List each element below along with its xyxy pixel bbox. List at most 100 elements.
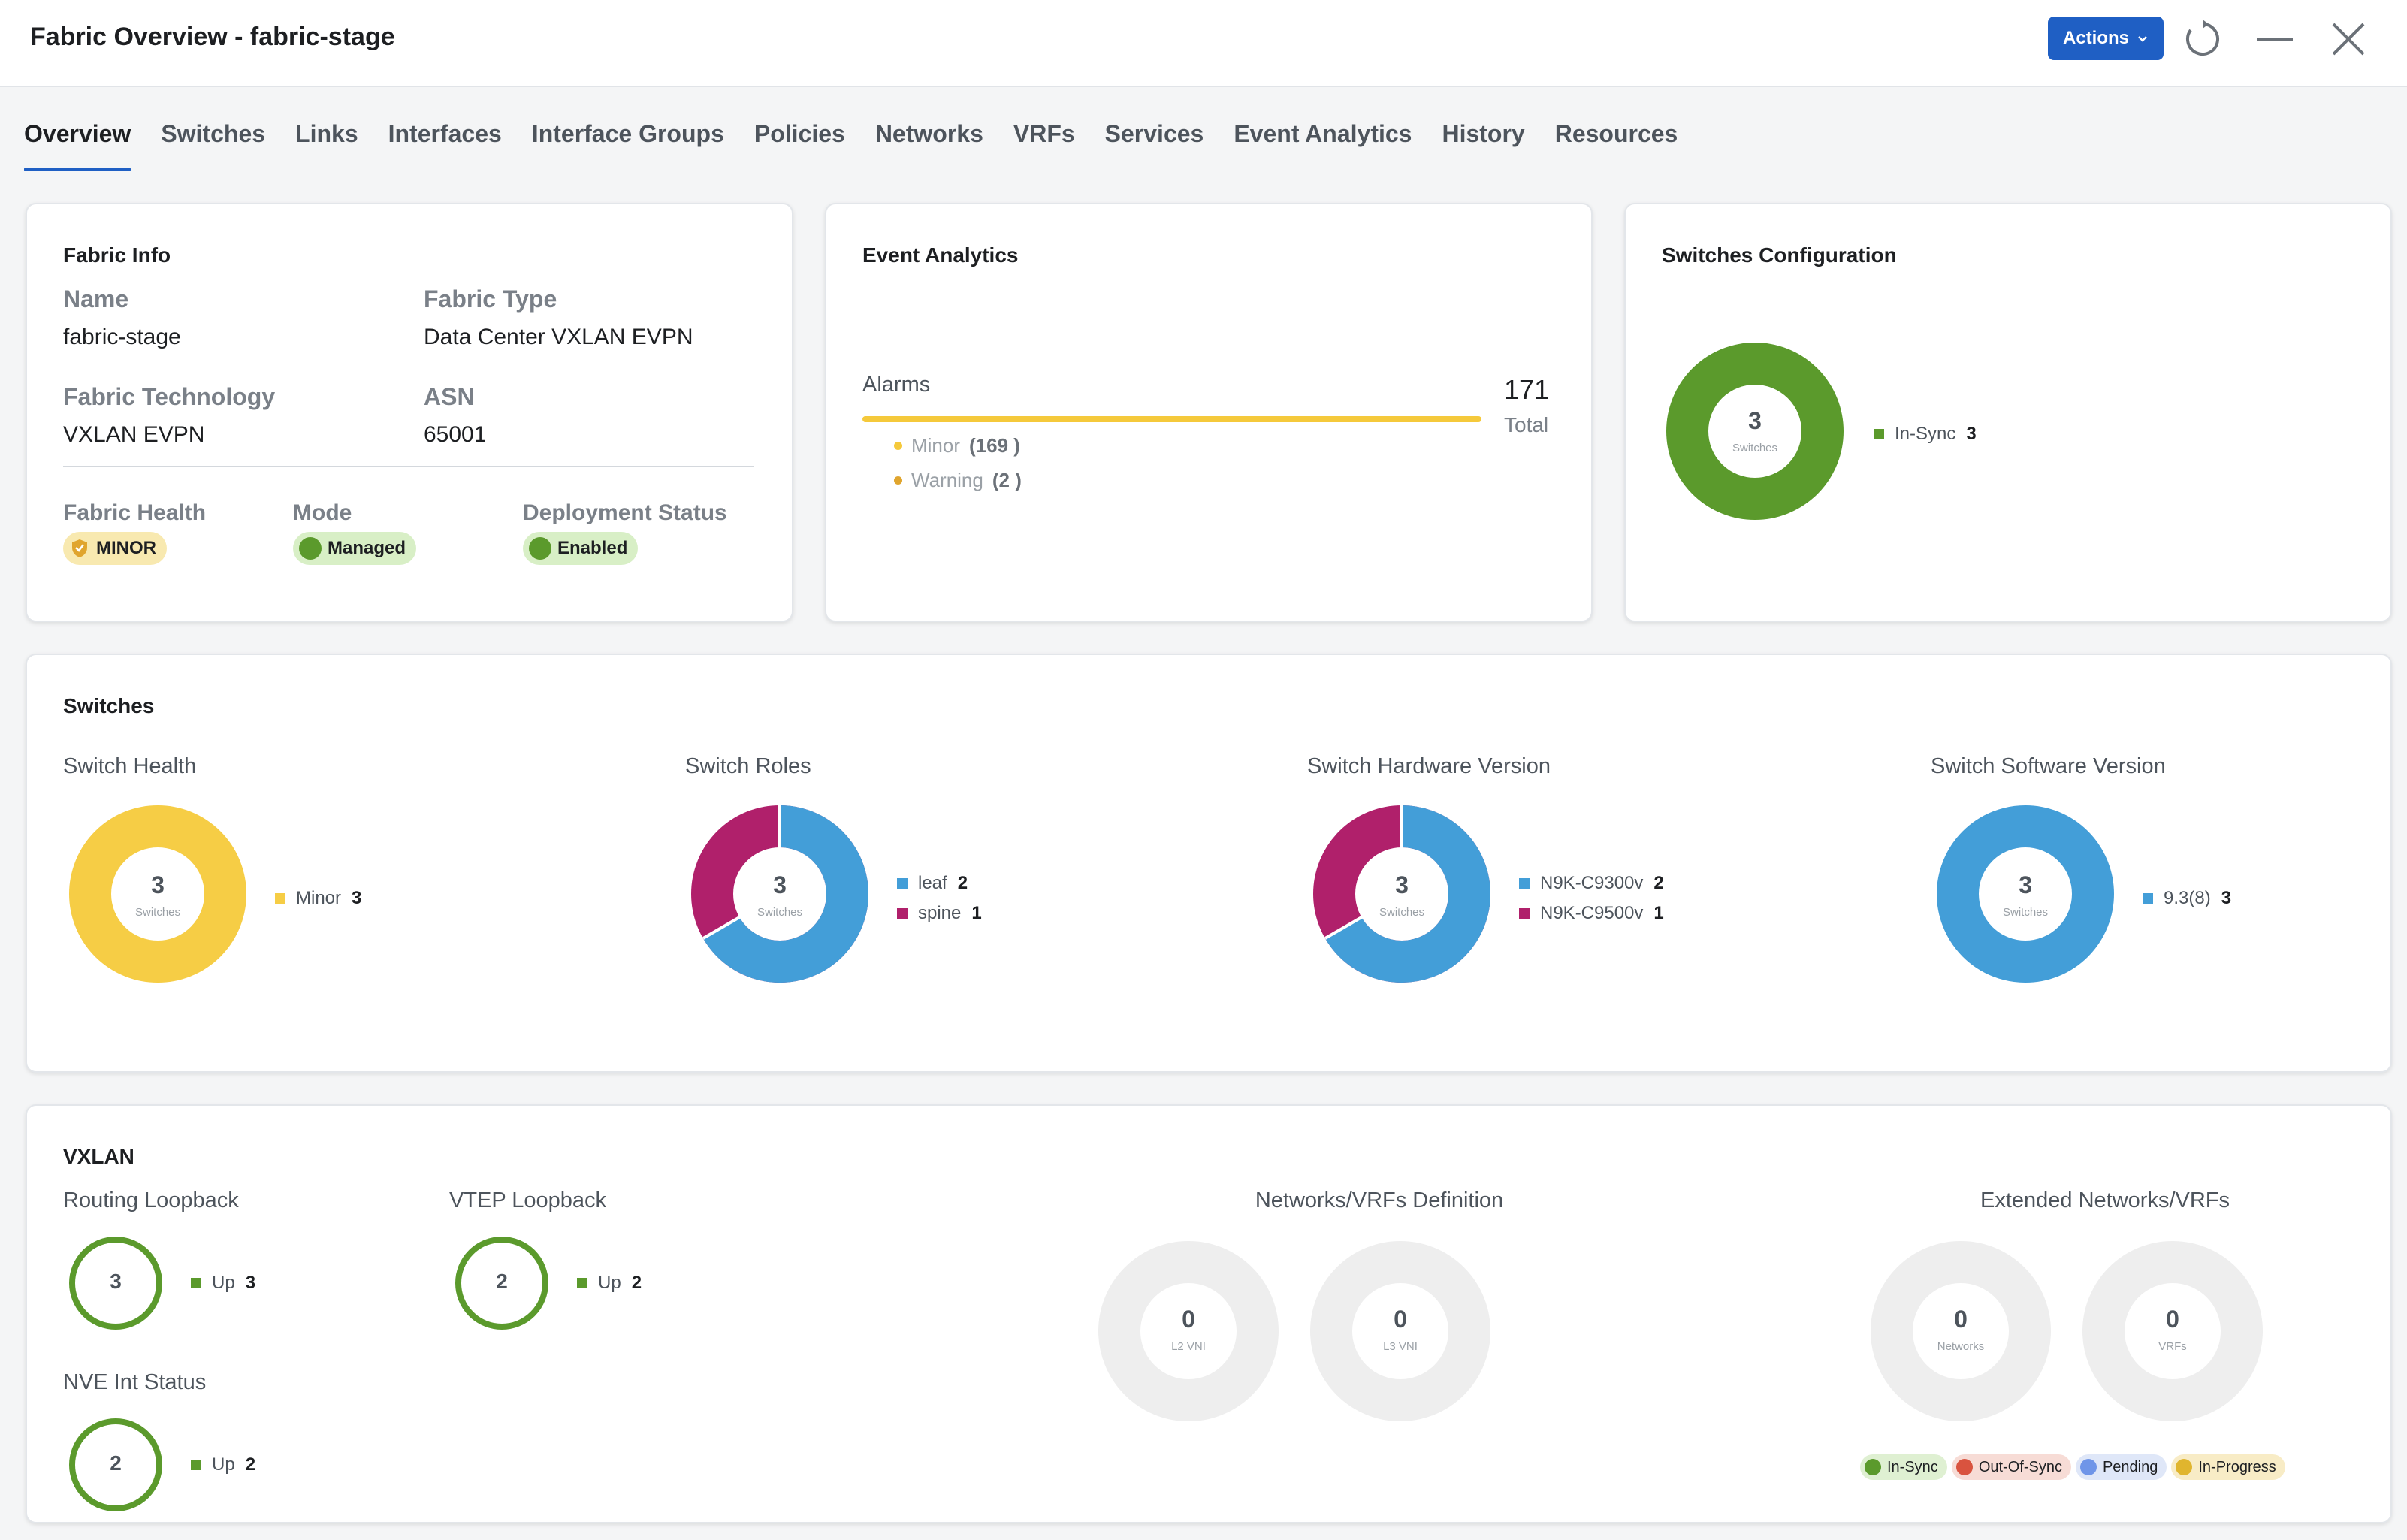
l3-vni-donut[interactable]: [1309, 1240, 1492, 1423]
networks-vrfs-definition-title: Networks/VRFs Definition: [1255, 1188, 1504, 1212]
fabric-health-label: Fabric Health: [63, 500, 207, 525]
switches-configuration-card: Switches Configuration 3 Switches In-Syn…: [1624, 203, 2392, 622]
switches-configuration-title: Switches Configuration: [1662, 243, 1897, 267]
fabric-info-card: Fabric Info Name fabric-stage Fabric Typ…: [26, 203, 793, 622]
tab-policies[interactable]: Policies: [754, 120, 845, 147]
vtep-loopback-title: VTEP Loopback: [449, 1188, 607, 1212]
switch-health-title: Switch Health: [63, 754, 197, 778]
actions-button[interactable]: Actions: [2048, 17, 2164, 60]
minor-legend-count: 3: [352, 888, 362, 908]
n9k-c9500v-legend[interactable]: N9K-C9500v 1: [1519, 903, 1664, 924]
close-icon[interactable]: [2326, 17, 2371, 62]
extended-vrfs-count: 0: [2166, 1306, 2179, 1333]
routing-loopback-center: 3: [78, 1271, 153, 1292]
in-sync-dot-icon: [1865, 1459, 1881, 1475]
leaf-legend-count: 2: [957, 873, 968, 893]
switch-health-center: 3 Switches: [120, 873, 195, 919]
routing-loopback-ring[interactable]: [68, 1235, 164, 1331]
tab-services[interactable]: Services: [1104, 120, 1204, 147]
leaf-legend[interactable]: leaf 2: [897, 873, 968, 894]
in-sync-legend[interactable]: In-Sync 3: [1874, 424, 1977, 445]
asn-label: ASN: [424, 383, 475, 410]
status-dot-icon: [299, 537, 322, 560]
tab-interface-groups[interactable]: Interface Groups: [531, 120, 724, 147]
fabric-technology-label: Fabric Technology: [63, 383, 276, 410]
tab-vrfs[interactable]: VRFs: [1013, 120, 1075, 147]
switch-hardware-title: Switch Hardware Version: [1307, 754, 1551, 778]
actions-label: Actions: [2062, 28, 2129, 48]
spine-legend[interactable]: spine 1: [897, 903, 982, 924]
nve-int-status-ring[interactable]: [68, 1417, 164, 1513]
tab-event-analytics[interactable]: Event Analytics: [1234, 120, 1412, 147]
switch-roles-donut[interactable]: [691, 805, 868, 983]
switches-config-donut[interactable]: [1666, 343, 1844, 520]
minor-alarm-item[interactable]: Minor (169 ): [894, 434, 1020, 457]
switch-software-center: 3 Switches: [1988, 873, 2063, 919]
event-analytics-card: Event Analytics Alarms 171 Total Minor (…: [825, 203, 1593, 622]
legend-swatch: [1519, 878, 1530, 889]
extended-vrfs-donut[interactable]: [2081, 1240, 2264, 1423]
tab-resources[interactable]: Resources: [1554, 120, 1678, 147]
chevron-down-icon: [2138, 36, 2147, 42]
vtep-loopback-ring[interactable]: [454, 1235, 550, 1331]
deployment-status-label: Deployment Status: [523, 500, 727, 525]
fabric-type-label: Fabric Type: [424, 285, 557, 313]
in-sync-pill-label: In-Sync: [1887, 1458, 1938, 1475]
l3-vni-unit: L3 VNI: [1383, 1340, 1418, 1353]
shield-icon: [72, 539, 87, 557]
status-legend: In-Sync Out-Of-Sync Pending In-Progress: [1860, 1454, 2285, 1480]
extended-vrfs-unit: VRFs: [2158, 1340, 2187, 1353]
software-legend[interactable]: 9.3(8) 3: [2143, 888, 2231, 909]
tab-overview[interactable]: Overview: [24, 120, 131, 171]
legend-swatch: [1519, 908, 1530, 919]
tab-history[interactable]: History: [1442, 120, 1525, 147]
tab-links[interactable]: Links: [295, 120, 358, 147]
refresh-icon[interactable]: [2180, 17, 2225, 62]
switches-config-count: 3: [1748, 407, 1762, 434]
minimize-icon[interactable]: [2252, 17, 2297, 62]
vtep-loopback-legend-count: 2: [631, 1273, 642, 1293]
in-progress-pill[interactable]: In-Progress: [2171, 1454, 2285, 1480]
switch-hardware-center: 3 Switches: [1364, 873, 1439, 919]
legend-swatch: [2143, 893, 2153, 904]
pending-pill[interactable]: Pending: [2075, 1454, 2167, 1480]
mode-badge: Managed: [293, 532, 417, 565]
switches-config-center: 3 Switches: [1717, 409, 1792, 454]
switch-roles-unit: Switches: [757, 906, 803, 919]
spine-legend-label: spine: [918, 903, 962, 923]
nve-int-status-legend[interactable]: Up 2: [191, 1454, 255, 1475]
extended-networks-vrfs-title: Extended Networks/VRFs: [1980, 1188, 2230, 1212]
l3-vni-count: 0: [1394, 1306, 1407, 1333]
minor-legend[interactable]: Minor 3: [275, 888, 361, 909]
vtep-loopback-legend[interactable]: Up 2: [577, 1273, 642, 1294]
vtep-loopback-count: 2: [496, 1270, 508, 1293]
switch-software-donut[interactable]: [1937, 805, 2114, 983]
legend-swatch: [191, 1278, 201, 1288]
switch-health-donut[interactable]: [69, 805, 246, 983]
n9k-c9300v-legend[interactable]: N9K-C9300v 2: [1519, 873, 1664, 894]
switch-hardware-unit: Switches: [1379, 906, 1425, 919]
routing-loopback-legend[interactable]: Up 3: [191, 1273, 255, 1294]
routing-loopback-title: Routing Loopback: [63, 1188, 239, 1212]
l2-vni-donut[interactable]: [1097, 1240, 1280, 1423]
fabric-info-title: Fabric Info: [63, 243, 171, 267]
info-divider: [63, 466, 754, 467]
tab-switches[interactable]: Switches: [161, 120, 266, 147]
minor-label: Minor: [911, 434, 961, 457]
switch-hardware-donut[interactable]: [1313, 805, 1490, 983]
software-legend-label: 9.3(8): [2164, 888, 2211, 908]
fabric-type-value: Data Center VXLAN EVPN: [424, 325, 693, 349]
leaf-legend-label: leaf: [918, 873, 947, 893]
warning-alarm-item[interactable]: Warning (2 ): [894, 469, 1022, 492]
routing-loopback-legend-label: Up: [212, 1273, 235, 1293]
extended-vrfs-center: 0 VRFs: [2135, 1307, 2210, 1353]
out-of-sync-pill[interactable]: Out-Of-Sync: [1951, 1454, 2071, 1480]
extended-networks-donut[interactable]: [1869, 1240, 2052, 1423]
l2-vni-count: 0: [1182, 1306, 1195, 1333]
fabric-health-badge: MINOR: [63, 532, 167, 565]
in-sync-pill[interactable]: In-Sync: [1860, 1454, 1947, 1480]
nve-int-status-legend-label: Up: [212, 1454, 235, 1475]
tab-networks[interactable]: Networks: [874, 120, 983, 147]
switch-software-title: Switch Software Version: [1931, 754, 2166, 778]
tab-interfaces[interactable]: Interfaces: [388, 120, 502, 147]
